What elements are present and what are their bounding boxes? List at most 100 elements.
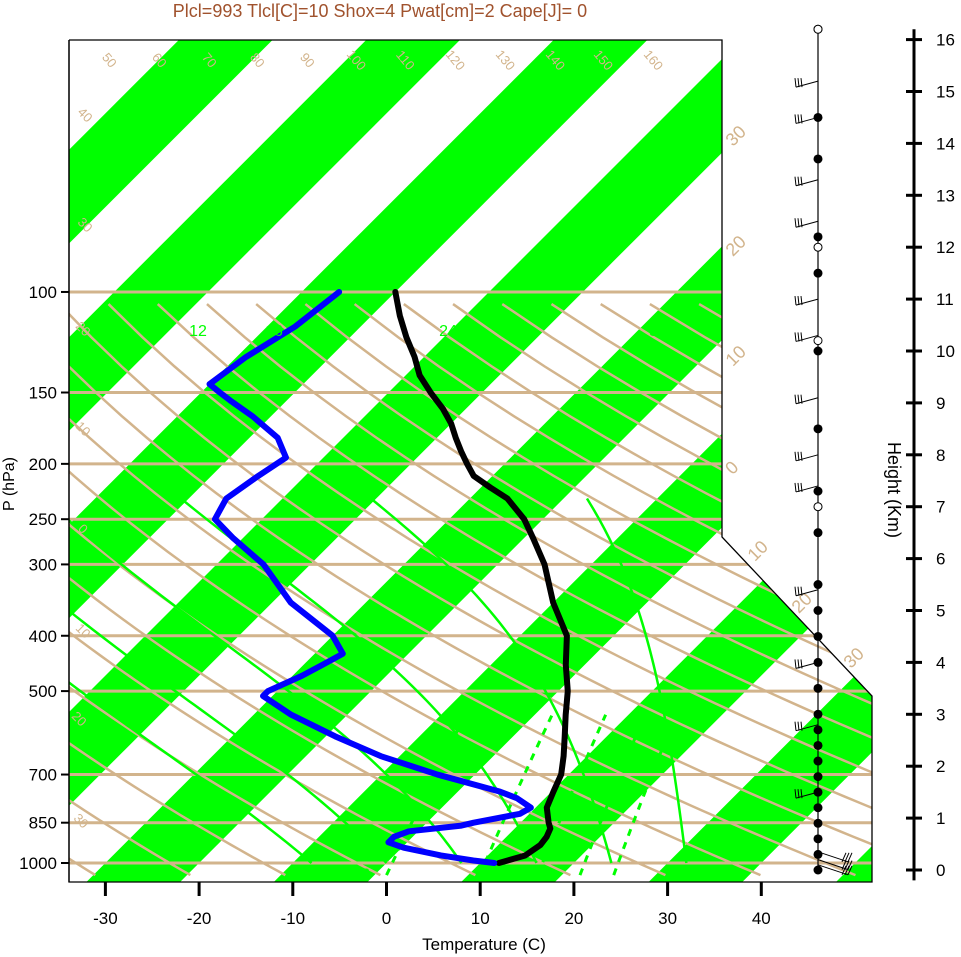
height-tick-label: 3 [936, 705, 945, 724]
dry-adiabat [206, 303, 872, 877]
height-tick-label: 15 [936, 83, 955, 102]
temperature-tick-label: 30 [658, 909, 677, 928]
wind-barb-feather [800, 176, 803, 186]
wind-barb-feather [847, 852, 853, 863]
wind-level-dot [813, 268, 823, 278]
wind-barb [795, 791, 819, 799]
dewpoint-line [206, 288, 534, 866]
wind-barb [795, 397, 819, 405]
height-tick-label: 8 [936, 446, 945, 465]
isotherm-label: 30 [840, 644, 868, 672]
wind-barb-feather [794, 394, 797, 404]
temperature-line [392, 288, 571, 866]
adiabat-label: 160 [641, 47, 666, 73]
wind-level-dot [813, 486, 823, 496]
wind-level-dot [813, 865, 823, 875]
wind-barb-feather [794, 176, 797, 186]
wind-barb-feather [847, 860, 853, 870]
wind-barb [795, 80, 819, 88]
wind-barb [795, 116, 819, 124]
wind-barb-feather [797, 296, 800, 306]
pressure-tick-label: 700 [29, 766, 57, 785]
wind-barb-feather [800, 659, 803, 669]
wind-level-dot [813, 740, 823, 750]
wind-level-dot [813, 528, 823, 538]
temperature-tick-label: 0 [382, 909, 391, 928]
wind-barb-feather [794, 114, 797, 124]
temperature-axis: -30 -20 -10 0 10 20 30 40 [93, 882, 771, 928]
dry-adiabat [69, 303, 872, 877]
adiabat-label: 90 [297, 50, 318, 71]
wind-level-dot [813, 772, 823, 782]
wind-barb [795, 298, 819, 306]
wind-barb-feather [800, 296, 803, 306]
wind-level-dot [813, 424, 823, 434]
wind-level-dot [813, 849, 823, 859]
temperature-tick-label: 40 [752, 909, 771, 928]
wind-barb [795, 179, 819, 187]
height-tick-label: 5 [936, 602, 945, 621]
adiabat-label: 50 [99, 50, 120, 71]
wind-level-dot [813, 834, 823, 844]
wind-barb-feather [847, 865, 853, 876]
wind-level-dot [813, 725, 823, 735]
mixing-ratio-label: 8 [490, 865, 498, 881]
wind-barb-feather [797, 482, 800, 492]
pressure-tick-label: 500 [29, 682, 57, 701]
wind-barb-feather [800, 78, 803, 88]
adiabat-label: 130 [493, 47, 518, 73]
wind-barb-feather [797, 218, 800, 228]
dry-adiabat [107, 303, 872, 877]
height-tick-label: 7 [936, 498, 945, 517]
wind-level-dot [813, 631, 823, 641]
isotherm-label: 10 [744, 537, 772, 565]
height-tick-label: 4 [936, 653, 945, 672]
moist-adiabat-label: 32 [649, 323, 667, 340]
wind-barb-feather [794, 482, 797, 492]
dry-adiabat [69, 303, 191, 877]
wind-barb-feather [797, 394, 800, 404]
height-tick-label: 16 [936, 31, 955, 50]
sounding-curves [206, 288, 571, 866]
pressure-tick-label: 400 [29, 627, 57, 646]
height-tick-label: 12 [936, 238, 955, 257]
wind-barb-feather [841, 865, 847, 876]
temperature-band [69, 40, 353, 882]
chart-title: Plcl=993 Tlcl[C]=10 Shox=4 Pwat[cm]=2 Ca… [173, 1, 587, 21]
wind-barb-feather [841, 852, 847, 863]
wind-level-circle [813, 336, 823, 346]
moist-adiabat [585, 497, 688, 864]
wind-barb [795, 334, 819, 342]
pressure-tick-label: 150 [29, 384, 57, 403]
wind-barb-feather [794, 296, 797, 306]
height-tick-label: 14 [936, 134, 955, 153]
height-tick-label: 6 [936, 550, 945, 569]
wind-barb-feather [800, 114, 803, 124]
pressure-tick-label: 1000 [19, 854, 57, 873]
wind-barb-feather [800, 218, 803, 228]
dry-adiabat [304, 303, 872, 877]
wind-barb-feather [797, 176, 800, 186]
isotherm-label: 20 [722, 232, 750, 260]
temperature-band [69, 40, 728, 882]
wind-barb-feather [797, 332, 800, 342]
wind-barb [795, 589, 819, 597]
wind-barb-feather [794, 218, 797, 228]
wind-barb-feather [800, 789, 803, 799]
wind-level-dot [813, 756, 823, 766]
wind-barb-feather [797, 114, 800, 124]
height-tick-label: 1 [936, 809, 945, 828]
x-axis-title: Temperature (C) [422, 935, 546, 954]
dry-adiabat [255, 303, 872, 877]
height-tick-label: 13 [936, 186, 955, 205]
dry-adiabat [156, 303, 872, 877]
wind-level-dot [813, 346, 823, 356]
wind-level-dot [813, 580, 823, 590]
wind-barb [817, 859, 849, 871]
temperature-tick-label: 10 [471, 909, 490, 928]
wind-barb-feather [800, 394, 803, 404]
moist-adiabat-label: 24 [439, 323, 457, 340]
height-tick-label: 0 [936, 861, 945, 880]
wind-barb [795, 485, 819, 493]
